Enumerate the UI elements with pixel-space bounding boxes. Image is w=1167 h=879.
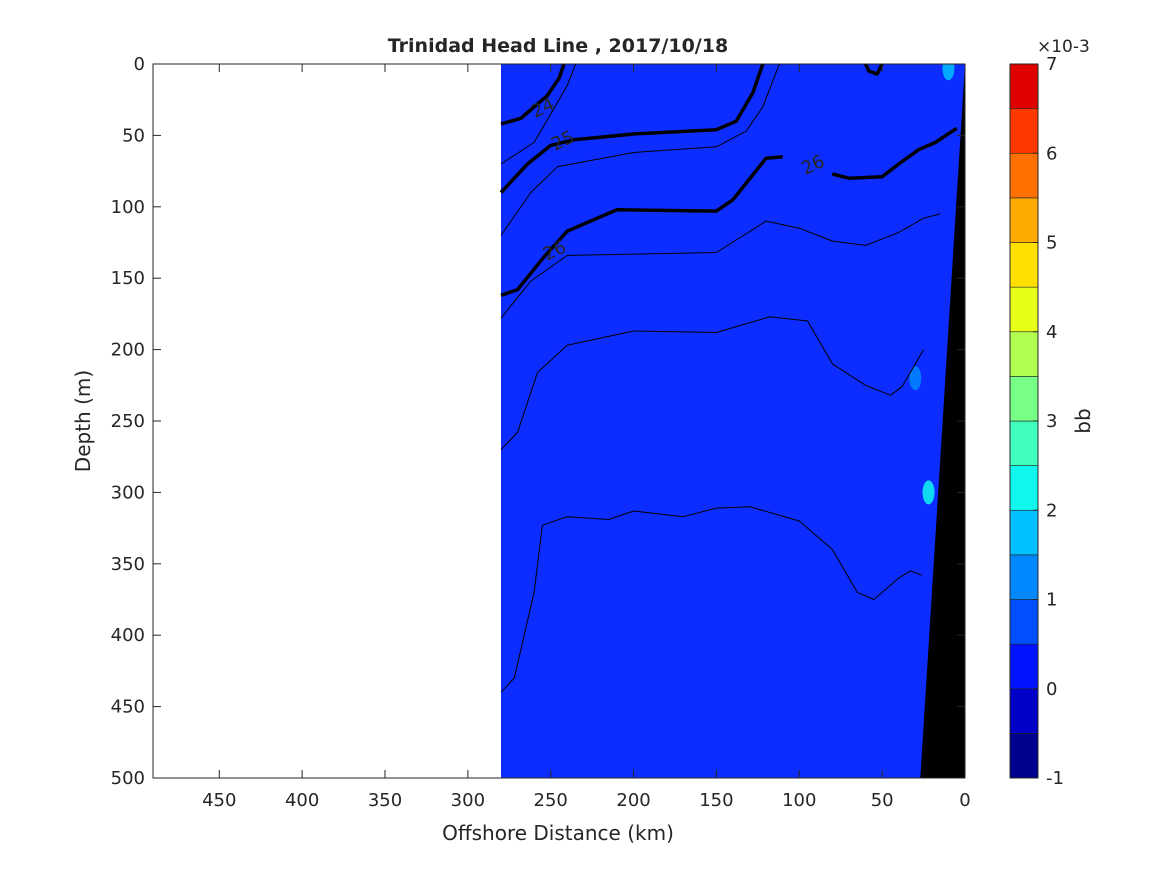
field-layer <box>501 64 965 778</box>
x-tick-label: 400 <box>285 790 319 811</box>
y-tick-label: 500 <box>111 768 145 789</box>
y-tick-label: 350 <box>111 554 145 575</box>
y-tick-label: 200 <box>111 340 145 361</box>
colorbar-exponent: ×10-3 <box>1037 37 1090 57</box>
contour-line <box>500 506 923 693</box>
y-tick-label: 50 <box>122 125 145 146</box>
colorbar-tick-label: 1 <box>1046 590 1057 611</box>
bottom-topography <box>920 64 965 778</box>
contour-line-bold <box>831 126 958 180</box>
x-tick-label: 50 <box>871 790 894 811</box>
colorbar-segment <box>1009 152 1039 199</box>
contour-line <box>500 64 577 165</box>
contour-line <box>500 316 925 450</box>
contour-line-bold <box>500 64 566 126</box>
colorbar-segment <box>1009 63 1039 109</box>
colorbar-label: bb <box>1071 408 1095 433</box>
colorbar-segment <box>1009 733 1039 779</box>
colorbar-tick-label: -1 <box>1046 768 1064 789</box>
colorbar-segment <box>1009 599 1039 645</box>
colorbar-tick-label: 5 <box>1046 233 1057 254</box>
x-tick-label: 450 <box>202 790 236 811</box>
colorbar-segment <box>1009 197 1039 243</box>
colorbar-segment <box>1009 509 1039 556</box>
colorbar-segment <box>1009 331 1039 377</box>
x-tick-label: 0 <box>959 790 970 811</box>
y-tick-label: 300 <box>111 482 145 503</box>
y-tick-label: 100 <box>111 197 145 218</box>
field-highlight <box>942 64 955 81</box>
x-tick-label: 150 <box>699 790 733 811</box>
colorbar-segment <box>1009 554 1039 600</box>
y-tick-label: 0 <box>134 54 145 75</box>
x-axis: 450 400 350 300 250 200 150 100 50 0 <box>202 64 971 811</box>
x-tick-label: 250 <box>534 790 568 811</box>
field-highlight <box>922 480 935 505</box>
colorbar-segment <box>1009 376 1039 422</box>
field-highlight <box>909 366 922 391</box>
colorbar-segment <box>1009 420 1039 466</box>
chart-title: Trinidad Head Line , 2017/10/18 <box>388 35 728 57</box>
x-tick-label: 200 <box>616 790 650 811</box>
colorbar-tick-label: 6 <box>1046 143 1057 164</box>
y-axis: 0 50 100 150 200 250 300 350 400 450 500 <box>111 54 965 789</box>
colorbar-tick-label: 3 <box>1046 411 1057 432</box>
y-tick-label: 450 <box>111 697 145 718</box>
data-field <box>501 64 965 778</box>
contour-line <box>500 213 941 319</box>
y-tick-label: 250 <box>111 411 145 432</box>
contour-line-bold <box>864 64 884 76</box>
contour-line-bold <box>500 155 783 297</box>
colorbar-segment <box>1009 465 1039 511</box>
colorbar-segment <box>1009 688 1039 734</box>
x-axis-label: Offshore Distance (km) <box>442 821 674 845</box>
contour-line <box>500 64 780 236</box>
x-tick-label: 350 <box>368 790 402 811</box>
x-tick-label: 300 <box>451 790 485 811</box>
colorbar-segment <box>1009 643 1039 690</box>
colorbar-segment <box>1009 108 1039 154</box>
y-tick-label: 400 <box>111 625 145 646</box>
colorbar-tick-label: 2 <box>1046 500 1057 521</box>
colorbar-tick-label: 4 <box>1046 322 1057 343</box>
y-axis-label: Depth (m) <box>71 370 95 472</box>
colorbar: -1 0 1 2 3 4 5 6 7 <box>1009 54 1064 789</box>
colorbar-segment <box>1009 286 1039 333</box>
colorbar-segment <box>1009 242 1039 288</box>
bottom-layer <box>920 64 965 778</box>
colorbar-tick-label: 7 <box>1046 54 1057 75</box>
colorbar-tick-label: 0 <box>1046 679 1057 700</box>
contour-line-bold <box>499 64 765 194</box>
x-tick-label: 100 <box>782 790 816 811</box>
y-tick-label: 150 <box>111 268 145 289</box>
